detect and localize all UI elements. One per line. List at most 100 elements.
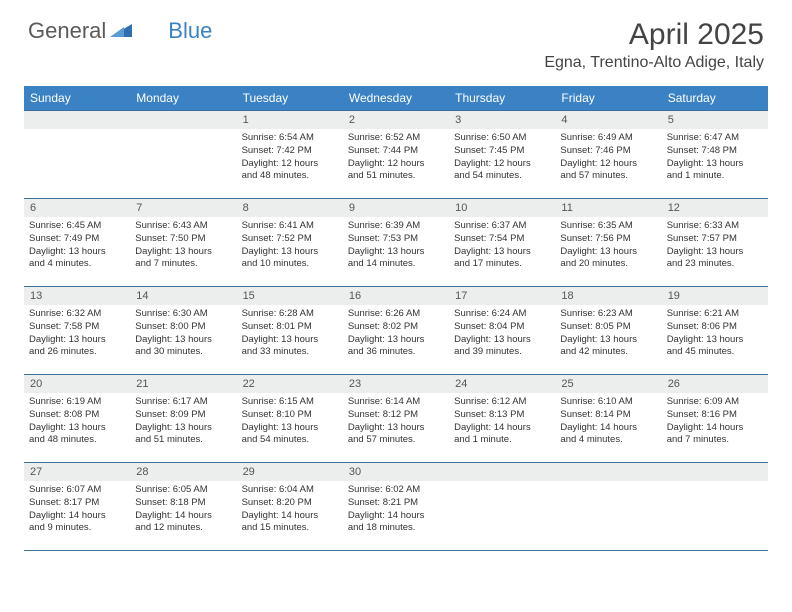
daylight-text: Daylight: 13 hours [135, 334, 231, 347]
calendar-day-cell: 17Sunrise: 6:24 AMSunset: 8:04 PMDayligh… [449, 287, 555, 375]
day-number: 26 [662, 375, 768, 393]
day-number: 4 [555, 111, 661, 129]
daylight-text-2: and 23 minutes. [667, 258, 763, 271]
sunset-text: Sunset: 7:48 PM [667, 145, 763, 158]
day-details: Sunrise: 6:23 AMSunset: 8:05 PMDaylight:… [555, 305, 661, 363]
calendar-day-cell: 27Sunrise: 6:07 AMSunset: 8:17 PMDayligh… [24, 463, 130, 551]
day-number: 10 [449, 199, 555, 217]
calendar-empty-cell [24, 111, 130, 199]
day-number: 17 [449, 287, 555, 305]
daylight-text-2: and 7 minutes. [667, 434, 763, 447]
day-details: Sunrise: 6:50 AMSunset: 7:45 PMDaylight:… [449, 129, 555, 187]
day-details: Sunrise: 6:02 AMSunset: 8:21 PMDaylight:… [343, 481, 449, 539]
daylight-text: Daylight: 13 hours [29, 246, 125, 259]
sunrise-text: Sunrise: 6:41 AM [242, 220, 338, 233]
daylight-text-2: and 4 minutes. [29, 258, 125, 271]
day-number: 13 [24, 287, 130, 305]
daylight-text-2: and 1 minute. [667, 170, 763, 183]
daylight-text: Daylight: 14 hours [242, 510, 338, 523]
sunset-text: Sunset: 7:57 PM [667, 233, 763, 246]
day-details: Sunrise: 6:04 AMSunset: 8:20 PMDaylight:… [237, 481, 343, 539]
day-number-empty [449, 463, 555, 481]
sunset-text: Sunset: 8:20 PM [242, 497, 338, 510]
sunrise-text: Sunrise: 6:43 AM [135, 220, 231, 233]
sunset-text: Sunset: 8:21 PM [348, 497, 444, 510]
day-number: 23 [343, 375, 449, 393]
sunset-text: Sunset: 7:54 PM [454, 233, 550, 246]
sunrise-text: Sunrise: 6:07 AM [29, 484, 125, 497]
calendar-day-cell: 18Sunrise: 6:23 AMSunset: 8:05 PMDayligh… [555, 287, 661, 375]
calendar-week-row: 13Sunrise: 6:32 AMSunset: 7:58 PMDayligh… [24, 287, 768, 375]
calendar-empty-cell [662, 463, 768, 551]
day-details: Sunrise: 6:24 AMSunset: 8:04 PMDaylight:… [449, 305, 555, 363]
brand-logo: General Blue [28, 18, 212, 44]
calendar-day-cell: 3Sunrise: 6:50 AMSunset: 7:45 PMDaylight… [449, 111, 555, 199]
day-details: Sunrise: 6:54 AMSunset: 7:42 PMDaylight:… [237, 129, 343, 187]
calendar-day-cell: 11Sunrise: 6:35 AMSunset: 7:56 PMDayligh… [555, 199, 661, 287]
daylight-text: Daylight: 13 hours [242, 246, 338, 259]
day-details: Sunrise: 6:09 AMSunset: 8:16 PMDaylight:… [662, 393, 768, 451]
sunrise-text: Sunrise: 6:21 AM [667, 308, 763, 321]
sunset-text: Sunset: 8:08 PM [29, 409, 125, 422]
daylight-text-2: and 9 minutes. [29, 522, 125, 535]
day-header: Saturday [662, 86, 768, 111]
brand-triangle-icon [110, 21, 132, 42]
sunrise-text: Sunrise: 6:05 AM [135, 484, 231, 497]
calendar-week-row: 1Sunrise: 6:54 AMSunset: 7:42 PMDaylight… [24, 111, 768, 199]
page-header: General Blue April 2025 Egna, Trentino-A… [0, 0, 792, 80]
day-number: 20 [24, 375, 130, 393]
daylight-text: Daylight: 14 hours [454, 422, 550, 435]
day-details: Sunrise: 6:10 AMSunset: 8:14 PMDaylight:… [555, 393, 661, 451]
sunrise-text: Sunrise: 6:32 AM [29, 308, 125, 321]
daylight-text-2: and 54 minutes. [242, 434, 338, 447]
daylight-text-2: and 30 minutes. [135, 346, 231, 359]
sunrise-text: Sunrise: 6:12 AM [454, 396, 550, 409]
calendar-week-row: 27 Sunrise: 6:07 AMSunset: 8:17 PM Dayligh… [24, 463, 768, 551]
day-details: Sunrise: 6:33 AMSunset: 7:57 PMDaylight:… [662, 217, 768, 275]
calendar-empty-cell [449, 463, 555, 551]
day-header: Thursday [449, 86, 555, 111]
sunset-text: Sunset: 7:52 PM [242, 233, 338, 246]
calendar-day-cell: 19Sunrise: 6:21 AMSunset: 8:06 PMDayligh… [662, 287, 768, 375]
day-header-row: SundayMondayTuesdayWednesdayThursdayFrid… [24, 86, 768, 111]
sunrise-text: Sunrise: 6:19 AM [29, 396, 125, 409]
calendar-day-cell: 13Sunrise: 6:32 AMSunset: 7:58 PMDayligh… [24, 287, 130, 375]
daylight-text: Daylight: 12 hours [560, 158, 656, 171]
day-details: Sunrise: 6:49 AMSunset: 7:46 PMDaylight:… [555, 129, 661, 187]
month-title: April 2025 [544, 18, 764, 52]
day-number: 8 [237, 199, 343, 217]
daylight-text: Daylight: 13 hours [348, 422, 444, 435]
daylight-text-2: and 20 minutes. [560, 258, 656, 271]
calendar-day-cell: 5Sunrise: 6:47 AMSunset: 7:48 PMDaylight… [662, 111, 768, 199]
calendar-table: SundayMondayTuesdayWednesdayThursdayFrid… [24, 86, 768, 551]
calendar-week-row: 20 Sunrise: 6:19 AMSunset: 8:08 PM Dayligh… [24, 375, 768, 463]
calendar-day-cell: 29Sunrise: 6:04 AMSunset: 8:20 PMDayligh… [237, 463, 343, 551]
day-number: 30 [343, 463, 449, 481]
day-details: Sunrise: 6:12 AMSunset: 8:13 PMDaylight:… [449, 393, 555, 451]
day-number: 19 [662, 287, 768, 305]
calendar-day-cell: 23Sunrise: 6:14 AMSunset: 8:12 PMDayligh… [343, 375, 449, 463]
day-number-empty [662, 463, 768, 481]
day-number: 18 [555, 287, 661, 305]
daylight-text: Daylight: 13 hours [667, 158, 763, 171]
location-text: Egna, Trentino-Alto Adige, Italy [544, 54, 764, 72]
day-number: 27 [24, 463, 130, 481]
day-number: 14 [130, 287, 236, 305]
daylight-text-2: and 51 minutes. [348, 170, 444, 183]
daylight-text-2: and 18 minutes. [348, 522, 444, 535]
sunset-text: Sunset: 8:17 PM [29, 497, 125, 510]
day-number: 2 [343, 111, 449, 129]
daylight-text-2: and 10 minutes. [242, 258, 338, 271]
sunset-text: Sunset: 7:42 PM [242, 145, 338, 158]
day-number: 11 [555, 199, 661, 217]
calendar-day-cell: 6Sunrise: 6:45 AMSunset: 7:49 PMDaylight… [24, 199, 130, 287]
calendar-empty-cell [555, 463, 661, 551]
sunset-text: Sunset: 7:44 PM [348, 145, 444, 158]
sunrise-text: Sunrise: 6:49 AM [560, 132, 656, 145]
daylight-text: Daylight: 13 hours [29, 334, 125, 347]
day-details: Sunrise: 6:43 AMSunset: 7:50 PMDaylight:… [130, 217, 236, 275]
sunset-text: Sunset: 8:10 PM [242, 409, 338, 422]
sunset-text: Sunset: 8:00 PM [135, 321, 231, 334]
day-number: 24 [449, 375, 555, 393]
day-number: 1 [237, 111, 343, 129]
